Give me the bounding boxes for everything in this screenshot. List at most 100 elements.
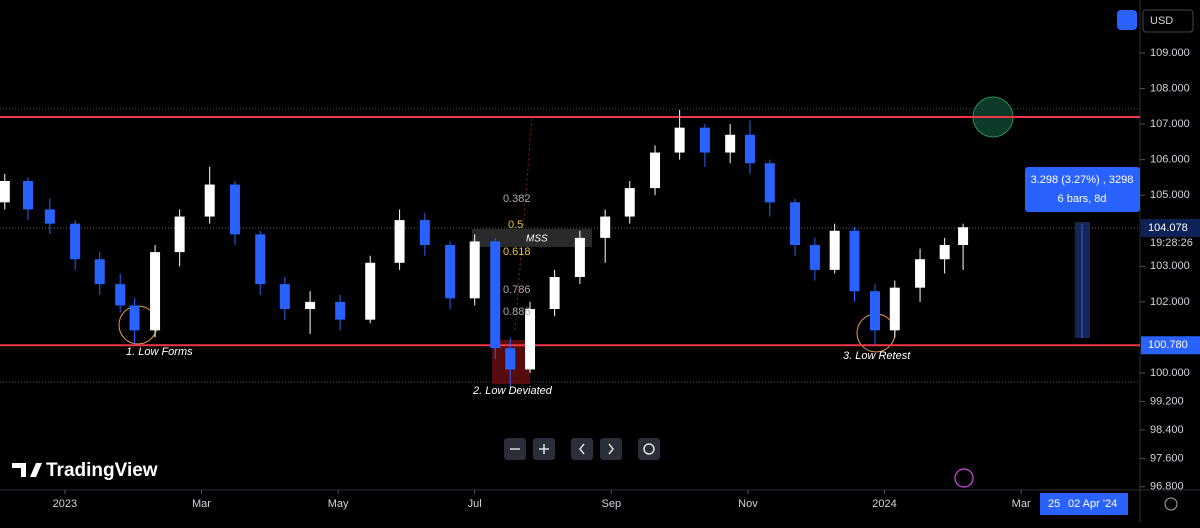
candle-body — [600, 216, 611, 238]
fib-label: 0.382 — [503, 193, 531, 205]
x-tick-label: Sep — [602, 498, 622, 510]
icon — [579, 443, 585, 455]
y-tick-label: 106.000 — [1150, 154, 1190, 166]
candle-body — [23, 180, 34, 210]
alert-icon[interactable] — [954, 468, 974, 488]
nav-buttons — [504, 438, 660, 460]
candle-body — [44, 209, 55, 224]
candle-body — [70, 223, 81, 260]
measure-label: 3.298 (3.27%) , 3298 — [1031, 174, 1134, 186]
candle-body — [150, 252, 161, 331]
candle-body — [490, 241, 501, 349]
y-tick-label: 96.800 — [1150, 481, 1184, 493]
candle-body — [0, 180, 10, 203]
y-tick-label: 97.600 — [1150, 452, 1184, 464]
y-tick-label: 100.000 — [1150, 367, 1190, 379]
candle-body — [469, 241, 480, 299]
price-label-box — [1141, 219, 1200, 238]
date-marker: 25 — [1048, 498, 1060, 510]
scroll-left[interactable] — [571, 438, 593, 460]
candle-body — [674, 127, 685, 153]
candle-body — [115, 284, 126, 306]
annotation: 3. Low Retest — [843, 350, 911, 362]
candle-body — [365, 262, 376, 320]
candle-body — [279, 284, 290, 310]
candle-body — [419, 220, 430, 245]
candle-body — [958, 227, 969, 245]
screenshot-button[interactable] — [1117, 10, 1137, 30]
candle-body — [445, 245, 456, 299]
icon — [643, 443, 655, 455]
x-tick-label: Mar — [1012, 498, 1031, 510]
candle-body — [505, 348, 516, 370]
annotation: 1. Low Forms — [126, 346, 193, 358]
scroll-right[interactable] — [600, 438, 622, 460]
icon — [608, 443, 614, 455]
measure-label: 6 bars, 8d — [1058, 193, 1107, 205]
countdown: 19:28:26 — [1150, 237, 1193, 249]
mss-box — [472, 229, 592, 247]
candle-body — [335, 301, 346, 320]
y-tick-label: 105.000 — [1150, 189, 1190, 201]
date-marker: 02 Apr '24 — [1068, 498, 1117, 510]
currency-select[interactable] — [1142, 9, 1194, 33]
date-marker-box — [1040, 493, 1128, 515]
candle-body — [809, 245, 820, 270]
y-tick-label: 108.000 — [1150, 82, 1190, 94]
candle-body — [549, 277, 560, 310]
x-tick-label: Jul — [468, 498, 482, 510]
candle-body — [869, 291, 880, 331]
candle-body — [204, 184, 215, 217]
candle-body — [849, 230, 860, 292]
x-tick-label: May — [328, 498, 349, 510]
candle-body — [174, 216, 185, 253]
candle-body — [525, 309, 536, 370]
candle-body — [650, 152, 661, 189]
logo-icon — [12, 463, 42, 477]
candle-body — [790, 202, 801, 245]
candle-body — [624, 188, 635, 217]
y-tick-label: 98.400 — [1150, 424, 1184, 436]
settings-icon[interactable] — [1164, 497, 1178, 511]
fib-label: 0.618 — [503, 246, 531, 258]
y-tick-label: 107.000 — [1150, 118, 1190, 130]
icon — [539, 444, 549, 454]
mss-label: MSS — [526, 234, 548, 245]
candle-body — [829, 230, 840, 270]
measure-box — [1025, 167, 1140, 212]
x-tick-label: 2023 — [53, 498, 77, 510]
candle-body — [394, 220, 405, 263]
last-price: 104.078 — [1148, 222, 1188, 234]
y-tick-label: 103.000 — [1150, 260, 1190, 272]
fib-label: 0.786 — [503, 284, 531, 296]
candle-body — [889, 287, 900, 331]
level-price: 100.780 — [1148, 339, 1188, 351]
candle-body — [229, 184, 240, 235]
y-tick-label: 109.000 — [1150, 47, 1190, 59]
candle-body — [699, 127, 710, 153]
candle-body — [305, 301, 316, 310]
x-tick-label: 2024 — [872, 498, 896, 510]
candle-body — [744, 134, 755, 164]
x-tick-label: Nov — [738, 498, 758, 510]
candle-body — [725, 134, 736, 153]
currency: USD — [1150, 15, 1173, 27]
y-tick-label: 99.200 — [1150, 395, 1184, 407]
candle-body — [915, 259, 926, 288]
candle-body — [129, 305, 140, 331]
candle-body — [939, 245, 950, 260]
price-label-box — [1141, 336, 1200, 355]
annotation: 2. Low Deviated — [472, 385, 553, 397]
y-tick-label: 102.000 — [1150, 296, 1190, 308]
candle-body — [764, 163, 775, 203]
candle-body — [574, 237, 585, 278]
fib-label: 0.886 — [503, 306, 531, 318]
x-tick-label: Mar — [192, 498, 211, 510]
fib-label: 0.5 — [508, 219, 523, 231]
reset[interactable] — [638, 438, 660, 460]
fib-trend-line — [514, 117, 533, 331]
candle-body — [255, 234, 266, 285]
